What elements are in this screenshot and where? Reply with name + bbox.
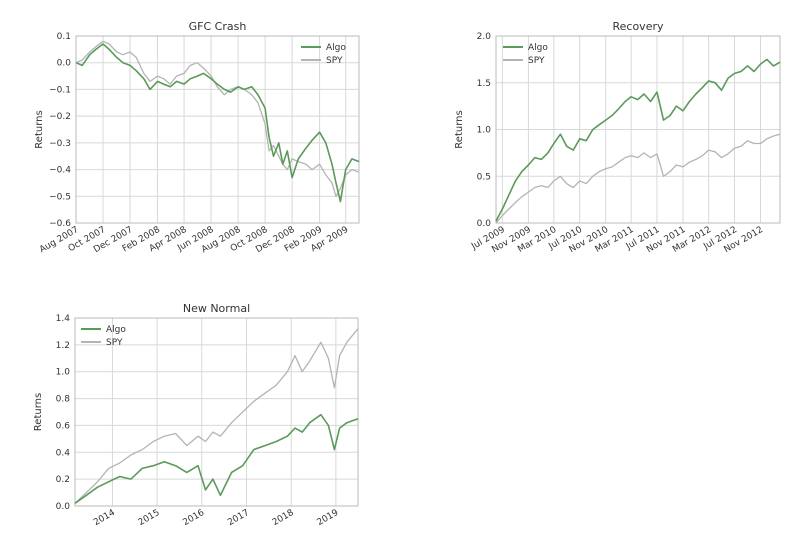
x-tick-label: 2014 bbox=[92, 508, 117, 528]
chart-panel-3: 1.4 1.2 1.0 0.8 0.6 0.4 0.2 0.0 2014 2015 2016 2017… bbox=[33, 302, 359, 528]
y-axis-label: Returns bbox=[454, 110, 465, 148]
series-line-spy bbox=[75, 40, 360, 197]
plot-area bbox=[76, 36, 359, 223]
y-tick-label: 0.4 bbox=[56, 448, 71, 458]
legend-label-algo: Algo bbox=[326, 43, 346, 53]
plot-area bbox=[75, 318, 358, 506]
chart-title: New Normal bbox=[183, 302, 250, 315]
x-tick-label: 2017 bbox=[226, 508, 251, 528]
y-tick-label: −0.4 bbox=[49, 166, 71, 176]
y-tick-label: 0.0 bbox=[477, 219, 492, 229]
legend-label-spy: SPY bbox=[106, 338, 123, 348]
y-tick-label: 0.6 bbox=[56, 421, 71, 431]
x-tick-label: 2019 bbox=[316, 508, 341, 528]
y-tick-label: 1.4 bbox=[56, 314, 71, 324]
y-tick-label: 1.0 bbox=[56, 368, 71, 378]
y-tick-label: 0.2 bbox=[56, 475, 70, 485]
y-tick-label: −0.3 bbox=[49, 139, 71, 149]
series-line-algo bbox=[74, 413, 359, 504]
plot-frame bbox=[75, 35, 360, 224]
plot-frame bbox=[74, 317, 359, 507]
y-tick-label: −0.6 bbox=[49, 219, 71, 229]
legend: Algo SPY bbox=[81, 325, 126, 348]
y-tick-label: 1.5 bbox=[477, 79, 491, 89]
legend: Algo SPY bbox=[301, 43, 346, 66]
y-tick-label: 0.1 bbox=[57, 32, 71, 42]
y-tick-label: 0.0 bbox=[57, 59, 72, 69]
y-tick-label: −0.2 bbox=[49, 112, 71, 122]
y-tick-label: 0.0 bbox=[56, 502, 71, 512]
plot-frame bbox=[495, 35, 781, 224]
x-tick-label: 2018 bbox=[271, 508, 296, 528]
legend-label-algo: Algo bbox=[528, 43, 548, 53]
legend-label-spy: SPY bbox=[528, 56, 545, 66]
y-tick-label: 0.5 bbox=[477, 172, 491, 182]
series-line-spy bbox=[74, 328, 359, 504]
legend-label-spy: SPY bbox=[326, 56, 343, 66]
chart-title: GFC Crash bbox=[189, 20, 247, 33]
x-tick-label: 2015 bbox=[137, 508, 162, 528]
y-tick-label: 1.2 bbox=[56, 341, 70, 351]
y-axis-label: Returns bbox=[34, 110, 45, 148]
y-tick-label: −0.5 bbox=[49, 192, 71, 202]
y-tick-label: 1.0 bbox=[477, 126, 492, 136]
y-axis-label: Returns bbox=[33, 393, 44, 431]
series-line-spy bbox=[495, 133, 781, 224]
y-tick-label: −0.1 bbox=[49, 85, 71, 95]
series-line-algo bbox=[495, 58, 781, 222]
chart-title: Recovery bbox=[612, 20, 663, 33]
y-tick-label: 2.0 bbox=[477, 32, 492, 42]
y-tick-label: 0.8 bbox=[56, 395, 71, 405]
series-line-algo bbox=[75, 43, 360, 203]
legend-label-algo: Algo bbox=[106, 325, 126, 335]
legend: Algo SPY bbox=[503, 43, 548, 66]
x-tick-label: 2016 bbox=[181, 508, 206, 528]
